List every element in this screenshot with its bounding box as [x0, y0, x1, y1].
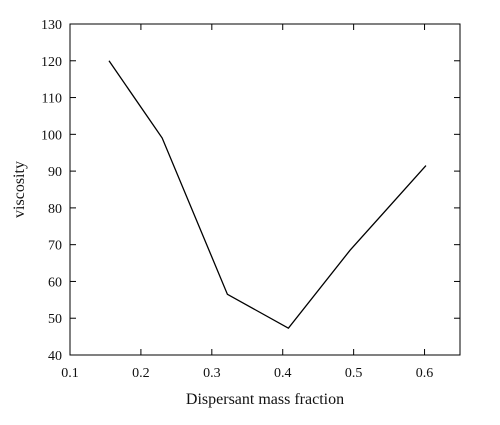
y-tick-label: 110 [42, 92, 62, 107]
y-tick-label: 90 [48, 165, 62, 180]
x-axis-title: Dispersant mass fraction [186, 391, 344, 408]
y-tick-label: 70 [48, 239, 62, 254]
y-tick-label: 80 [48, 202, 62, 217]
y-axis-ticks: 40 50 60 70 80 90 100 110 120 130 [41, 18, 460, 364]
y-tick-label: 50 [48, 312, 62, 327]
y-tick-label: 120 [41, 55, 62, 70]
y-tick-label: 130 [41, 18, 62, 33]
x-tick-label: 0.4 [274, 366, 292, 381]
y-axis-title: viscosity [11, 161, 28, 218]
plot-frame [69, 23, 461, 356]
series-line [108, 60, 427, 329]
series-group [108, 60, 427, 329]
x-tick-label: 0.2 [132, 366, 150, 381]
y-tick-label: 40 [48, 349, 62, 364]
x-tick-label: 0.1 [61, 366, 79, 381]
x-tick-label: 0.6 [416, 366, 434, 381]
x-tick-label: 0.3 [203, 366, 221, 381]
x-tick-label: 0.5 [345, 366, 363, 381]
y-tick-label: 100 [41, 128, 62, 143]
y-tick-label: 60 [48, 275, 62, 290]
x-axis-ticks: 0.1 0.2 0.3 0.4 0.5 0.6 [61, 24, 433, 381]
